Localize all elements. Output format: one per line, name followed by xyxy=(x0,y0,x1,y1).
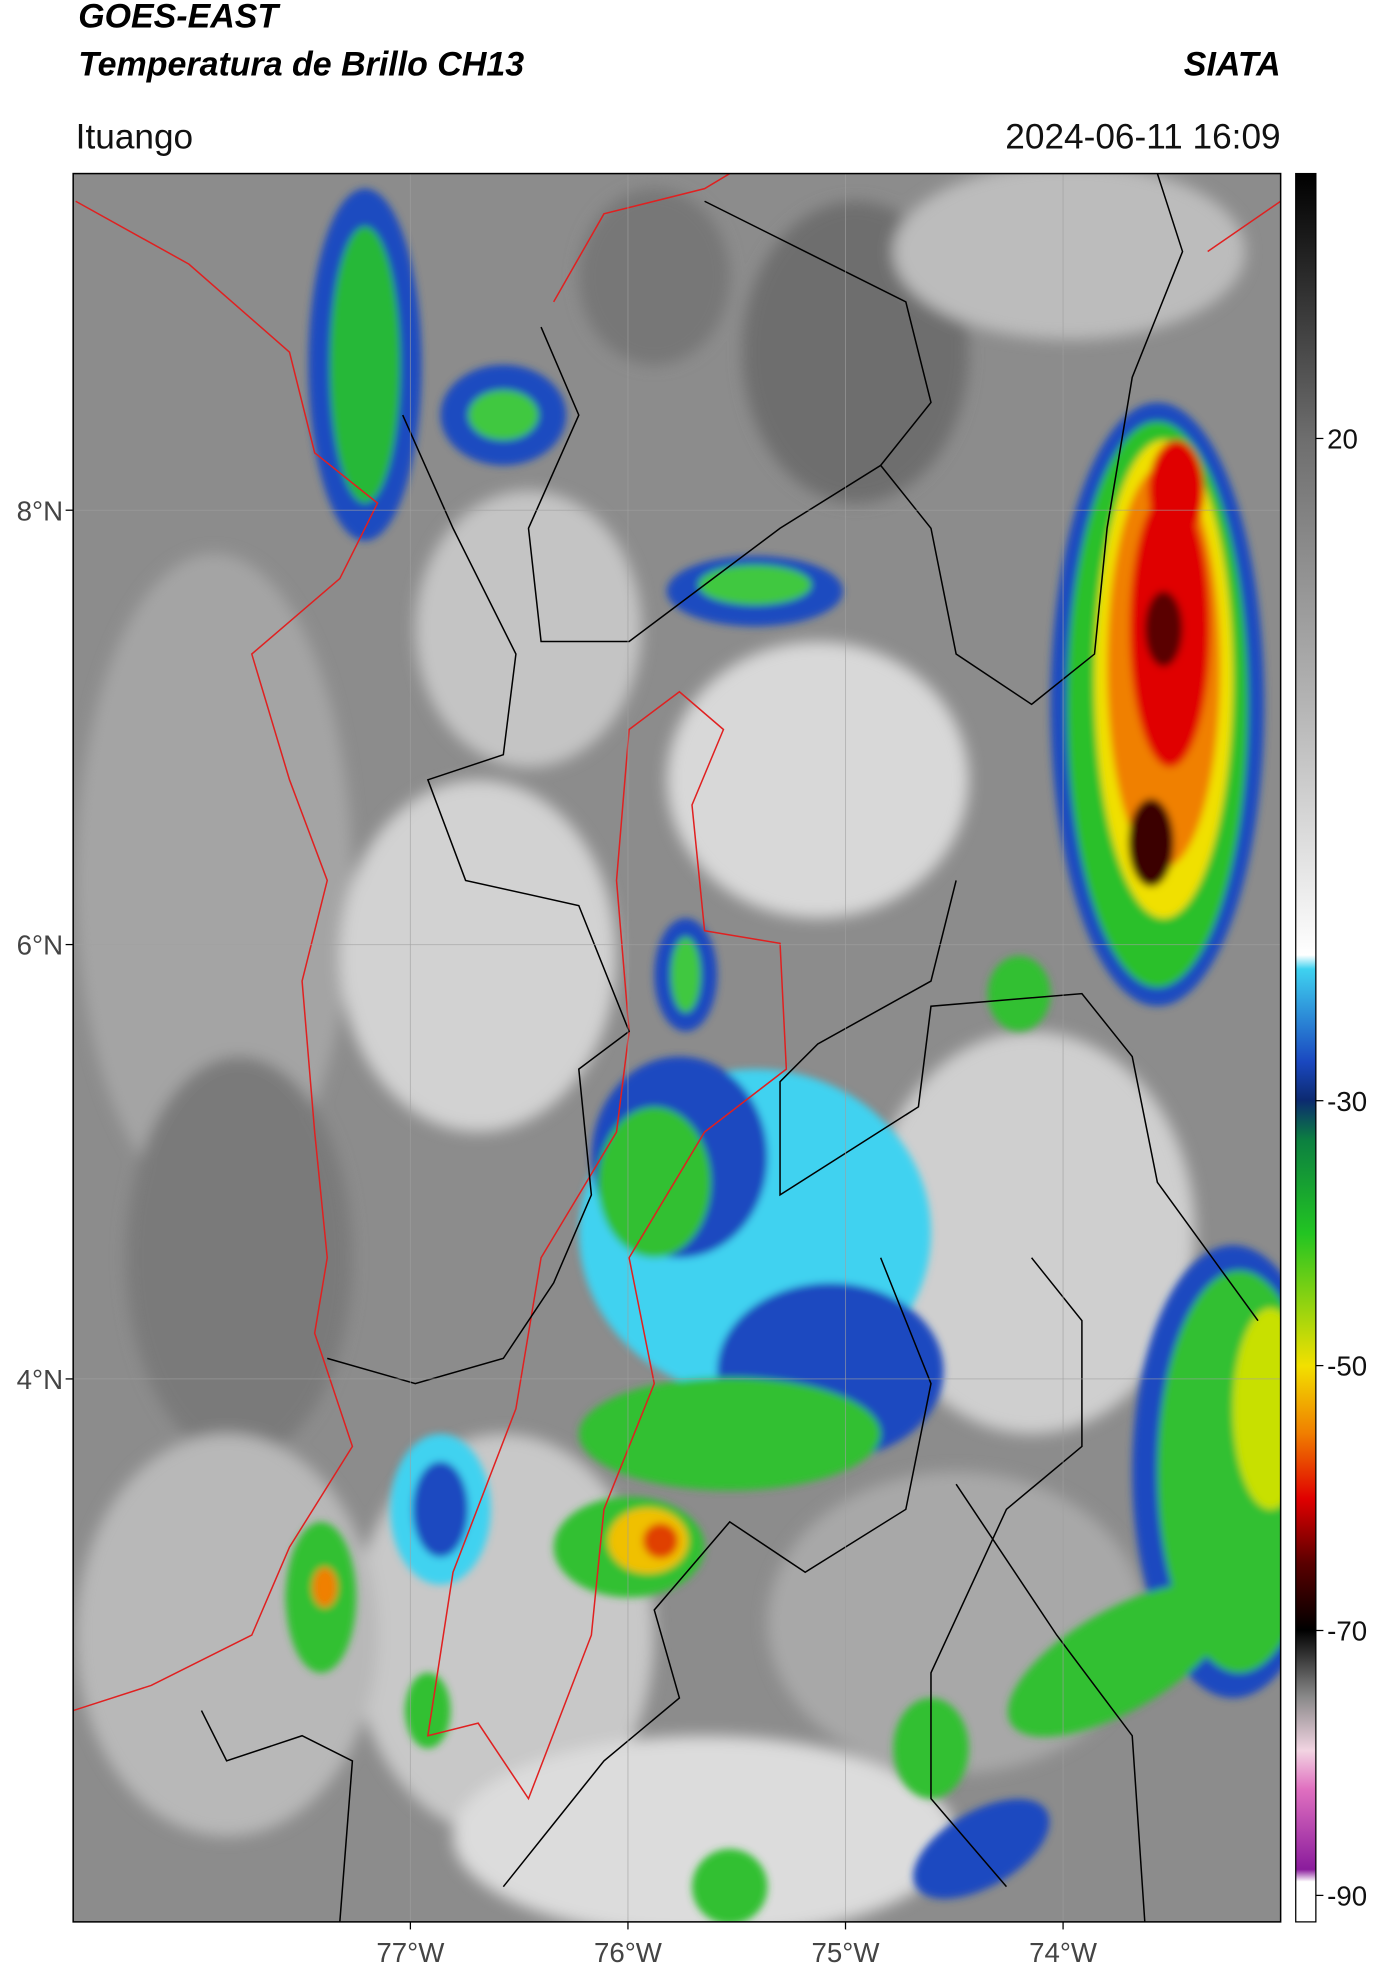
colorbar-tick-label: -30 xyxy=(1327,1086,1367,1117)
brand: SIATA xyxy=(1184,45,1281,83)
y-tick-label: 6°N xyxy=(17,930,63,961)
x-tick-label: 74°W xyxy=(1029,1937,1098,1968)
colorbar-tick-label: 20 xyxy=(1327,424,1358,455)
satellite-image xyxy=(73,173,1281,1922)
y-tick-label: 4°N xyxy=(17,1364,63,1395)
x-tick-label: 75°W xyxy=(812,1937,881,1968)
colorbar-tick-label: -90 xyxy=(1327,1880,1367,1911)
colorbar xyxy=(1295,172,1317,1923)
x-tick-label: 76°W xyxy=(594,1937,663,1968)
y-tick-label: 8°N xyxy=(17,495,63,526)
colorbar-tick-label: -50 xyxy=(1327,1351,1367,1382)
datetime: 2024-06-11 16:09 xyxy=(1005,117,1280,156)
map-frame xyxy=(72,172,1282,1923)
location: Ituango xyxy=(76,117,193,156)
x-tick-label: 77°W xyxy=(376,1937,445,1968)
title-line2: Temperatura de Brillo CH13 xyxy=(78,45,524,83)
title-line1: GOES-EAST xyxy=(78,0,281,36)
colorbar-tick-label: -70 xyxy=(1327,1616,1367,1647)
